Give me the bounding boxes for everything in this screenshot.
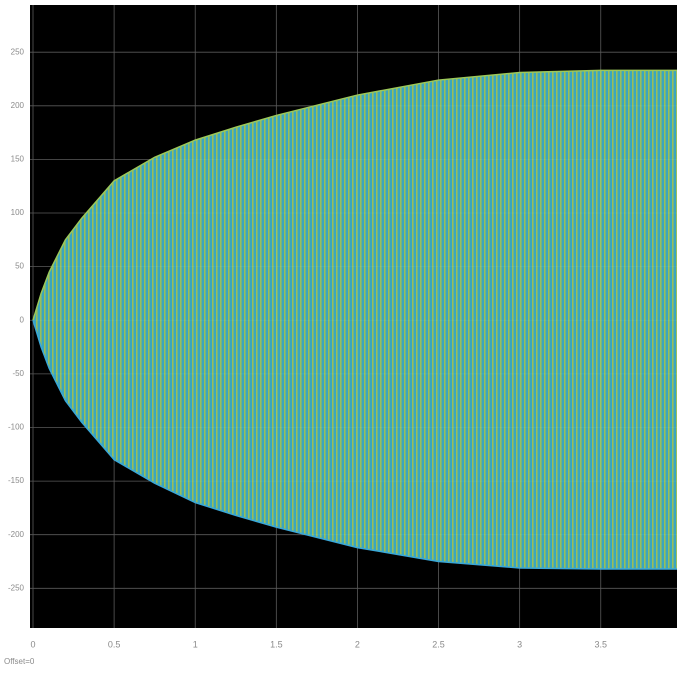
y-tick-label: -150 [8,476,25,485]
y-tick-label: -50 [12,369,24,378]
y-tick-label: -250 [8,583,25,592]
x-tick-label: 0.5 [108,639,121,649]
y-tick-label: 150 [11,155,25,164]
x-tick-label: 2 [355,639,360,649]
x-tick-label: 1 [193,639,198,649]
offset-label: Offset=0 [4,657,35,666]
y-tick-label: 200 [11,101,25,110]
y-tick-label: -100 [8,423,25,432]
x-tick-label: 1.5 [270,639,283,649]
x-tick-label: 2.5 [432,639,445,649]
y-tick-label: 100 [11,208,25,217]
y-tick-label: 50 [15,262,24,271]
y-tick-label: 0 [20,315,25,324]
y-tick-label: 250 [11,47,25,56]
x-tick-label: 3.5 [595,639,608,649]
x-tick-label: 3 [517,639,522,649]
scope: Offset=0 -250-200-150-100-50050100150200… [0,0,677,680]
x-tick-label: 0 [30,639,35,649]
y-tick-label: -200 [8,530,25,539]
